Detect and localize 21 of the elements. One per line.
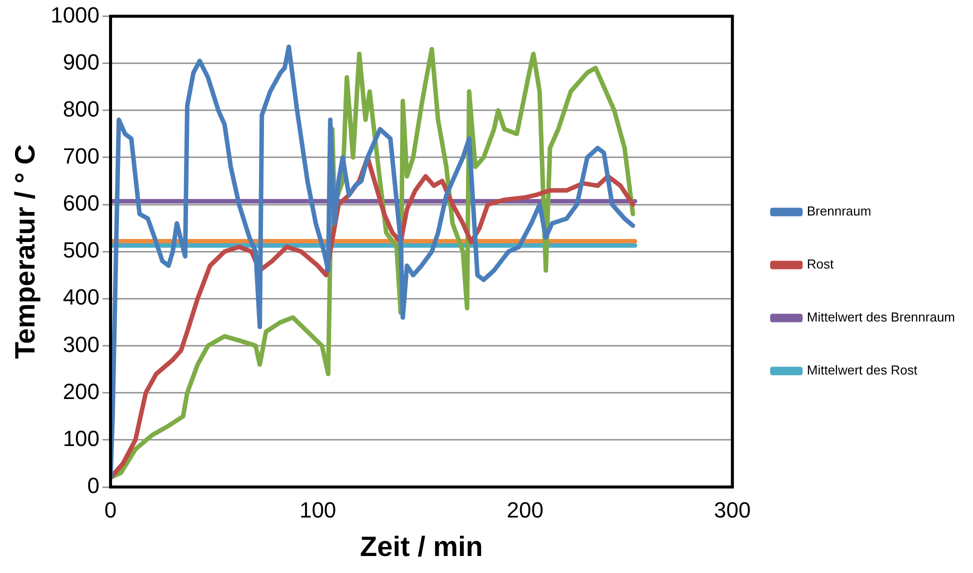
- y-tick-label: 0: [87, 473, 100, 498]
- y-tick-label: 600: [62, 190, 100, 216]
- y-tick-label: 100: [62, 426, 100, 451]
- legend-label: Brennraum: [806, 204, 872, 219]
- legend-label: Mittelwert des Brennraum: [806, 310, 956, 325]
- y-tick-label: 200: [62, 378, 100, 404]
- x-tick-label: 0: [104, 497, 117, 522]
- legend-label: Mittelwert des Rost: [806, 362, 918, 378]
- y-tick-label: 300: [62, 332, 100, 357]
- y-tick-label: 700: [62, 144, 100, 169]
- x-axis-title: Zeit / min: [360, 530, 483, 562]
- legend-label: Rost: [806, 256, 834, 272]
- y-tick-label: 500: [62, 238, 100, 263]
- y-axis-title: Temperatur / ° C: [10, 144, 41, 359]
- y-tick-label: 800: [62, 96, 100, 122]
- y-tick-label: 900: [62, 49, 100, 74]
- x-tick-label: 100: [299, 497, 336, 522]
- y-tick-label: 400: [62, 284, 100, 310]
- x-tick-label: 200: [506, 497, 544, 522]
- x-tick-label: 300: [714, 497, 751, 522]
- y-tick-label: 1000: [50, 2, 100, 28]
